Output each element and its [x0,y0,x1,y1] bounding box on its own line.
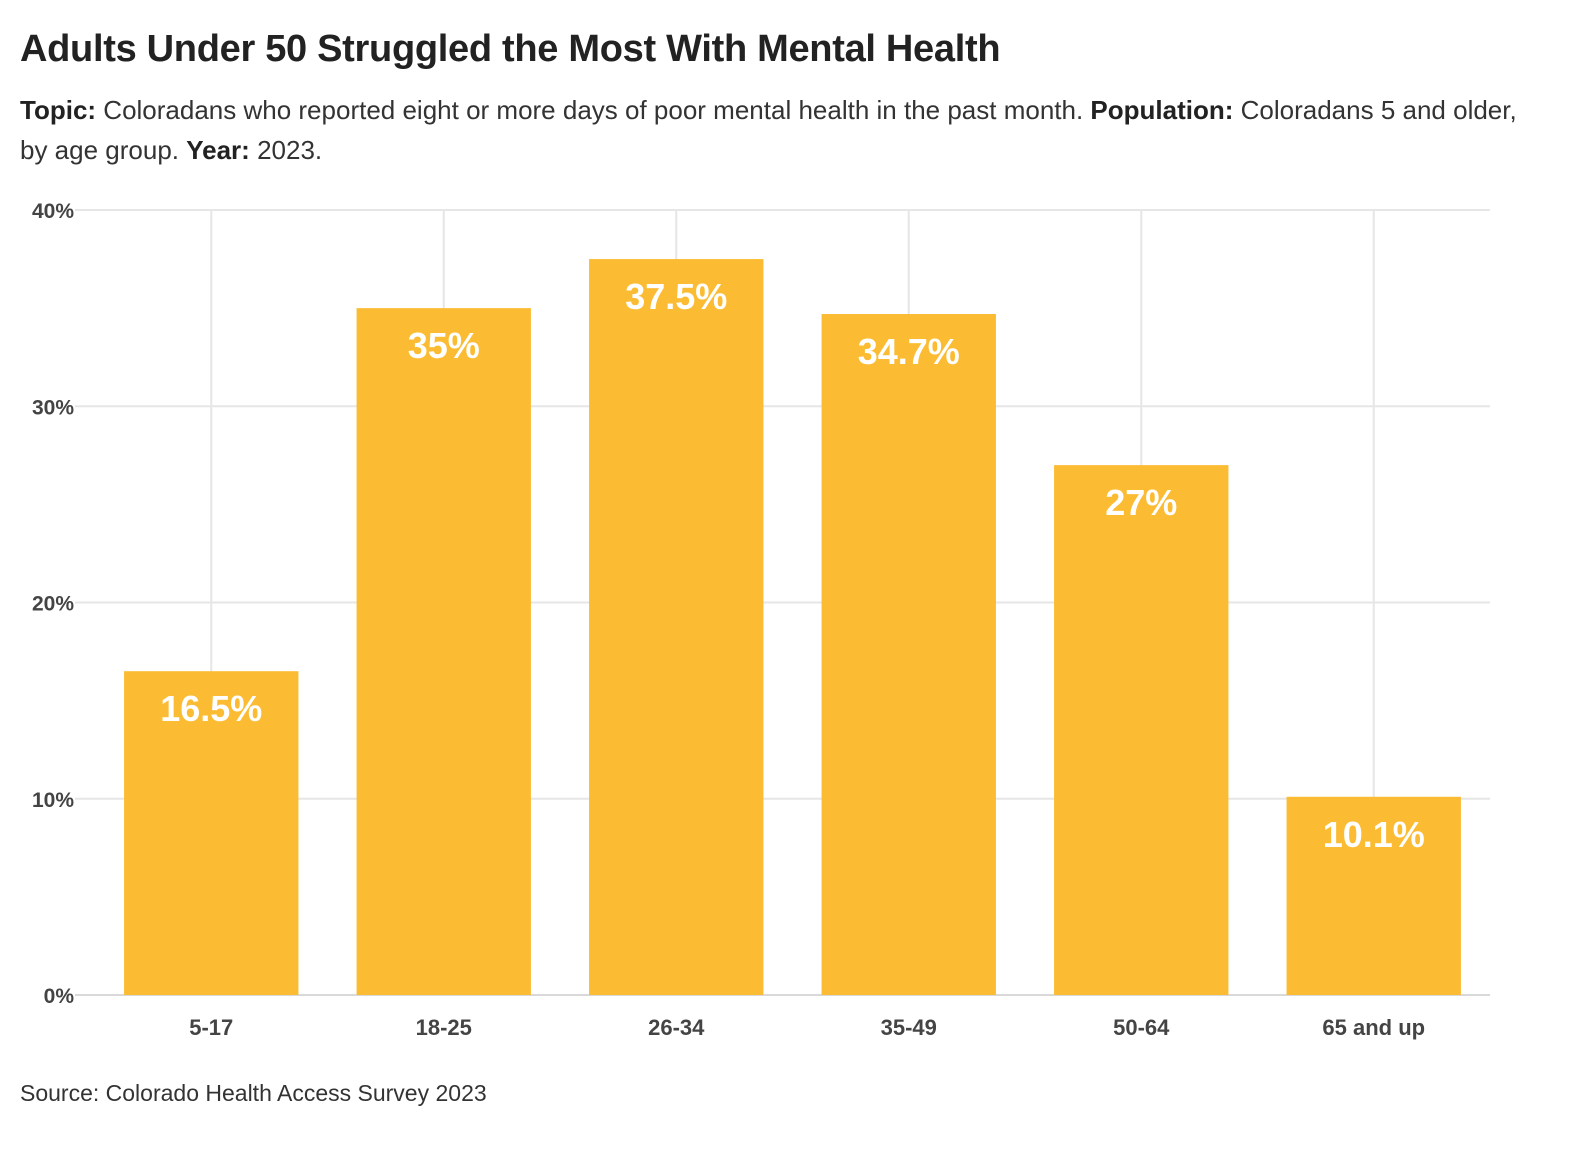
bar-value-label: 27% [1105,482,1177,523]
population-text: Coloradans 5 and older, by age group. [20,95,1517,165]
y-tick-label: 40% [32,200,74,223]
x-tick-label: 5-17 [189,1015,233,1040]
bar-value-label: 10.1% [1323,814,1425,855]
bars [124,259,1461,995]
bar [1286,796,1461,995]
y-axis: 0% 10% 20% 30% 40% [32,200,74,1008]
topic-label: Topic: [20,95,97,125]
source-note: Source: Colorado Health Access Survey 20… [20,1080,487,1106]
x-tick-label: 26-34 [648,1015,705,1040]
x-tick-label: 35-49 [881,1015,937,1040]
year-text: 2023. [249,135,323,165]
chart-subtitle: Topic: Coloradans who reported eight or … [20,90,1540,170]
bar [1054,465,1229,995]
y-tick-label: 0% [44,985,75,1008]
bar [124,671,299,995]
bar [821,314,996,995]
bar-value-label: 37.5% [625,276,727,317]
bar [356,308,531,995]
bar [589,259,764,995]
bar-value-label: 35% [408,325,480,366]
chart-title: Adults Under 50 Struggled the Most With … [20,28,1001,70]
population-label: Population: [1090,95,1234,125]
x-tick-label: 65 and up [1322,1015,1425,1040]
y-tick-label: 20% [32,593,74,616]
y-tick-label: 10% [32,789,74,812]
topic-text: Coloradans who reported eight or more da… [96,95,1091,125]
x-axis: 5-17 18-25 26-34 35-49 50-64 65 and up [189,1015,1425,1040]
bar-value-label: 16.5% [160,688,262,729]
bar-value-label: 34.7% [858,331,960,372]
x-tick-label: 50-64 [1113,1015,1170,1040]
bar-labels: 16.5% 35% 37.5% 34.7% 27% 10.1% [160,276,1425,855]
x-tick-label: 18-25 [416,1015,472,1040]
year-label: Year: [186,135,250,165]
y-tick-label: 30% [32,396,74,419]
bar-chart: 16.5% 35% 37.5% 34.7% 27% 10.1% 0% 10% 20% 30% 40… [32,200,1490,1040]
